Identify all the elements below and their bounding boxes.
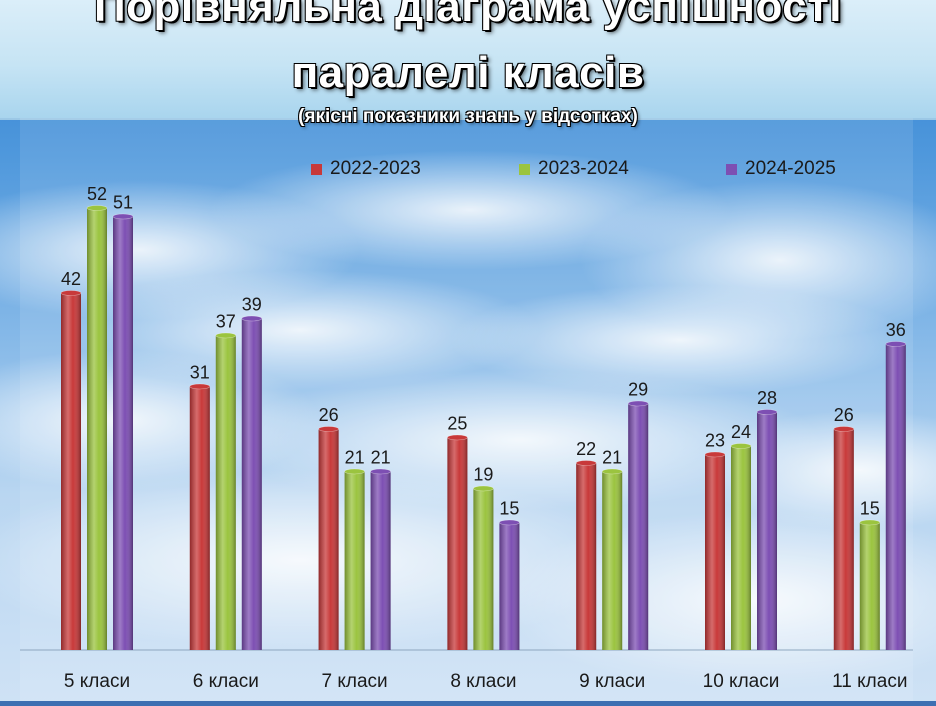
bar-cap-6-класи-2023-2024 [215,332,237,339]
data-label-11-класи-2022-2023: 26 [834,405,854,425]
bar-cap-7-класи-2023-2024 [344,468,365,475]
bar-cap-11-класи-2023-2024 [859,519,881,526]
bar-cap-9-класи-2023-2024 [601,468,623,475]
bar-cap-7-класи-2024-2025 [370,468,391,475]
chart-title-line-1: Порівняльна діаграма успішності [93,0,843,31]
data-label-8-класи-2024-2025: 15 [499,499,519,519]
bar-shade-8-класи-2022-2023 [447,437,468,650]
bar-cap-8-класи-2023-2024 [473,485,494,492]
bar-cap-9-класи-2024-2025 [627,400,649,407]
chart-subtitle: (якісні показники знань у відсотках) [298,106,638,127]
bar-shade-9-класи-2024-2025 [628,403,649,650]
data-label-5-класи-2023-2024: 52 [87,184,107,204]
bar-shade-9-класи-2023-2024 [602,471,623,650]
x-tick-label-7-класи: 7 класи [322,671,388,692]
data-label-5-класи-2024-2025: 51 [113,193,133,213]
bar-cap-5-класи-2023-2024 [86,205,108,211]
bar-cap-7-класи-2022-2023 [318,426,339,432]
bar-shade-10-класи-2024-2025 [757,412,777,650]
data-label-10-класи-2022-2023: 23 [705,431,725,451]
bar-shade-11-класи-2023-2024 [859,522,880,650]
data-label-9-класи-2024-2025: 29 [628,380,648,400]
bar-cap-6-класи-2022-2023 [189,383,211,390]
bar-shade-9-класи-2022-2023 [576,463,597,650]
data-label-7-класи-2023-2024: 21 [345,448,365,468]
bar-shade-5-класи-2022-2023 [61,293,81,650]
bar-cap-8-класи-2022-2023 [447,434,468,441]
x-tick-label-6-класи: 6 класи [193,671,259,692]
bar-shade-5-класи-2024-2025 [113,216,133,650]
bar-shade-10-класи-2022-2023 [705,454,725,650]
footer-line [0,701,936,706]
data-label-8-класи-2022-2023: 25 [447,414,467,434]
data-label-7-класи-2022-2023: 26 [319,405,339,425]
x-tick-label-8-класи: 8 класи [450,671,516,692]
x-tick-label-10-класи: 10 класи [703,671,780,692]
data-label-8-класи-2023-2024: 19 [473,465,493,485]
bar-shade-11-класи-2024-2025 [885,344,906,650]
legend-item-2023-2024: 2023-2024 [519,158,629,180]
data-label-6-класи-2024-2025: 39 [242,295,262,315]
bar-shade-10-класи-2023-2024 [731,446,751,650]
data-label-10-класи-2024-2025: 28 [757,388,777,408]
bar-cap-10-класи-2024-2025 [756,409,778,415]
data-label-6-класи-2022-2023: 31 [190,363,210,383]
data-label-11-класи-2024-2025: 36 [886,320,906,340]
legend-swatch-2023-2024 [519,163,530,175]
data-label-10-класи-2023-2024: 24 [731,422,751,442]
bar-shade-7-класи-2022-2023 [318,429,339,650]
x-tick-label-9-класи: 9 класи [579,671,645,692]
bar-shade-6-класи-2022-2023 [189,386,210,650]
x-tick-label-11-класи: 11 класи [832,671,907,692]
title-band [0,0,936,120]
bar-shade-6-класи-2023-2024 [215,335,236,650]
bar-cap-11-класи-2024-2025 [885,341,907,347]
legend-label-2023-2024: 2023-2024 [538,158,629,179]
bar-shade-7-класи-2023-2024 [344,471,365,650]
bar-cap-6-класи-2024-2025 [241,315,263,322]
bar-cap-11-класи-2022-2023 [833,426,855,432]
legend-swatch-2022-2023 [311,163,322,175]
bar-shade-7-класи-2024-2025 [370,471,391,650]
data-label-11-класи-2023-2024: 15 [860,499,880,519]
x-tick-label-5-класи: 5 класи [64,671,130,692]
legend: 2022-2023 2023-2024 2024-2025 [0,158,936,182]
bar-cap-5-класи-2024-2025 [112,213,134,220]
bar-cap-10-класи-2023-2024 [730,443,752,449]
chart-title-line-2: паралелі класів [291,48,645,97]
bar-shade-8-класи-2024-2025 [499,522,520,650]
legend-item-2024-2025: 2024-2025 [726,158,836,180]
legend-swatch-2024-2025 [726,163,737,175]
data-label-5-класи-2022-2023: 42 [61,269,81,289]
bar-shade-6-класи-2024-2025 [241,318,262,650]
bar-cap-5-класи-2022-2023 [60,290,82,296]
legend-label-2024-2025: 2024-2025 [745,158,836,179]
data-label-7-класи-2024-2025: 21 [371,448,391,468]
data-label-9-класи-2023-2024: 21 [602,448,622,468]
bar-shade-5-класи-2023-2024 [87,208,107,650]
legend-label-2022-2023: 2022-2023 [330,158,421,179]
bar-cap-10-класи-2022-2023 [704,451,726,458]
bar-cap-9-класи-2022-2023 [575,460,597,466]
legend-item-2022-2023: 2022-2023 [311,158,421,180]
bar-cap-8-класи-2024-2025 [499,519,520,526]
data-label-6-класи-2023-2024: 37 [216,312,236,332]
bar-shade-11-класи-2022-2023 [833,429,854,650]
data-label-9-класи-2022-2023: 22 [576,439,596,459]
bar-shade-8-класи-2023-2024 [473,488,494,650]
